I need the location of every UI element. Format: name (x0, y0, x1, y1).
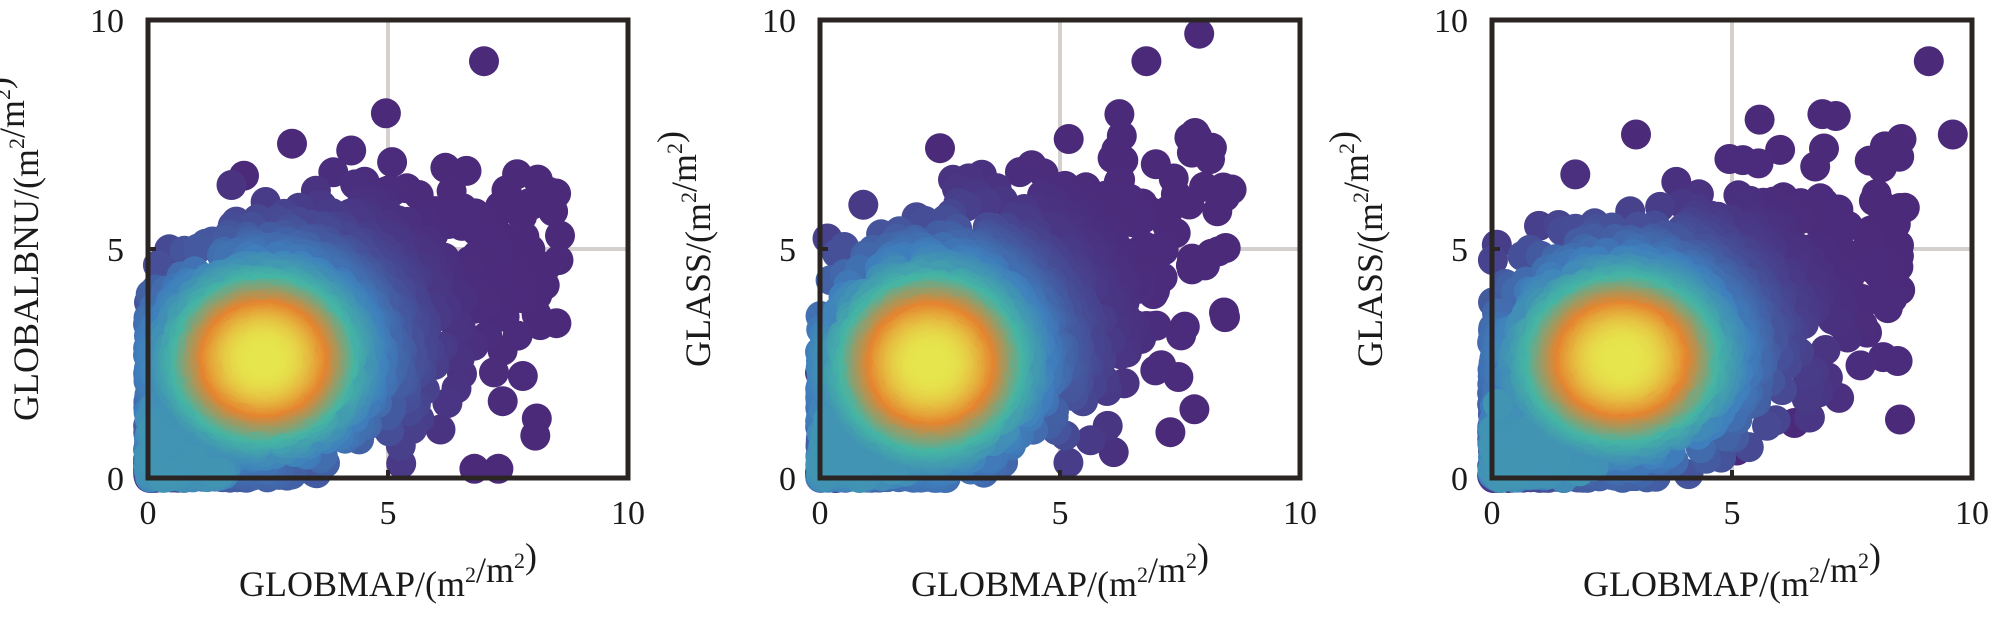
x-tick-label: 10 (611, 495, 645, 532)
scatter-point (1202, 196, 1233, 227)
data-points (133, 46, 575, 493)
y-tick-label: 10 (90, 3, 124, 40)
scatter-point (848, 189, 879, 220)
scatter-point (520, 420, 551, 451)
scatter-point (1004, 157, 1035, 188)
scatter-point (183, 233, 213, 264)
scatter-point (545, 220, 575, 251)
scatter-point (432, 388, 463, 419)
scatter-point (925, 133, 955, 164)
scatter-point (1176, 254, 1207, 285)
y-tick-label: 0 (107, 461, 124, 498)
scatter-point (1209, 297, 1239, 328)
scatter-point (1176, 137, 1207, 168)
scatter-panel-1: 0 5 10 0 5 10 GLOBMAP/(m2/m2) GLOBALBNU/(m2/m2) (0, 3, 645, 604)
x-tick-label: 5 (380, 495, 397, 532)
scatter-point (1179, 394, 1210, 425)
scatter-point (1098, 437, 1129, 468)
x-axis-title: GLOBMAP/(m2/m2) (239, 536, 537, 604)
scatter-point (1140, 355, 1171, 386)
scatter-point (487, 386, 518, 417)
scatter-point (216, 170, 247, 200)
scatter-point (336, 135, 367, 166)
scatter-point (1053, 124, 1084, 154)
data-points (805, 18, 1247, 493)
x-tick-label: 0 (140, 495, 157, 532)
scatter-point (1155, 417, 1186, 448)
scatter-point (178, 444, 209, 475)
scatter-point (507, 361, 538, 391)
scatter-point (277, 128, 307, 159)
scatter-point (469, 46, 499, 77)
scatter-point (1140, 149, 1171, 180)
scatter-point (153, 425, 184, 456)
scatter-point (1075, 425, 1106, 456)
y-tick-label: 5 (107, 232, 124, 269)
scatter-point (479, 357, 509, 388)
y-axis-title: GLOBALBNU/(m2/m2) (0, 77, 46, 421)
axis-ticks (146, 18, 630, 480)
scatter-point (370, 98, 401, 129)
scatter-point (1184, 18, 1215, 49)
scatter-point (1131, 46, 1162, 77)
scatter-point (377, 147, 408, 178)
scatter-point (1053, 447, 1084, 478)
scatter-point (1166, 320, 1197, 351)
scatter-point (1104, 99, 1135, 130)
scatter-point (247, 343, 278, 374)
